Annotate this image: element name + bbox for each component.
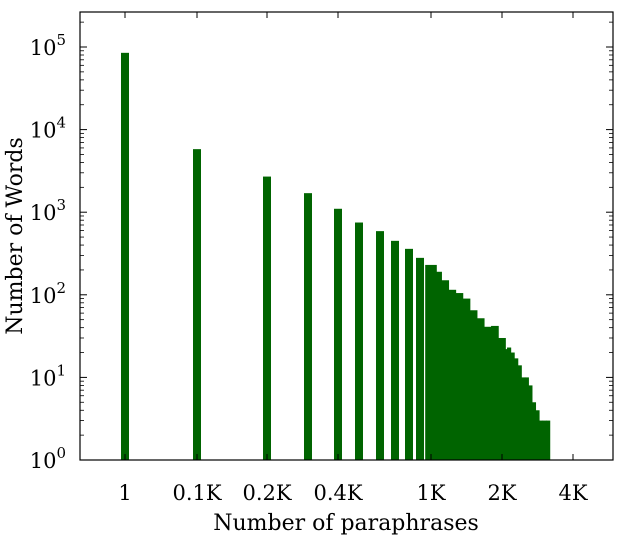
- x-tick-label: 2K: [487, 481, 516, 505]
- bars-layer: [121, 52, 551, 460]
- bar: [507, 347, 512, 460]
- bar: [376, 231, 384, 460]
- bar: [448, 289, 457, 460]
- bar: [542, 420, 547, 460]
- ticks-layer: [80, 12, 613, 461]
- x-tick-label: 4K: [558, 481, 587, 505]
- bar: [304, 193, 312, 460]
- x-tick-label: 1: [118, 481, 131, 505]
- x-tick-labels: 1 0.1K 0.2K 0.4K 1K 2K 4K: [118, 481, 588, 505]
- bar: [462, 298, 471, 460]
- y-tick-label: 102: [30, 279, 66, 308]
- x-tick-label: 0.2K: [242, 481, 291, 505]
- bar: [455, 293, 464, 460]
- y-tick-label: 105: [30, 31, 66, 60]
- bar: [434, 271, 442, 460]
- x-tick-label: 0.4K: [313, 481, 362, 505]
- bar: [121, 52, 129, 460]
- plot-frame: [79, 11, 614, 461]
- bar: [517, 365, 522, 460]
- bar: [524, 377, 529, 460]
- y-tick-label: 103: [30, 196, 66, 225]
- x-tick-label: 0.1K: [172, 481, 221, 505]
- bar: [416, 257, 424, 460]
- y-axis-label: Number of Words: [3, 137, 28, 335]
- y-tick-label: 104: [30, 114, 66, 143]
- bar: [491, 325, 499, 460]
- bar: [441, 280, 450, 460]
- bar: [498, 337, 506, 460]
- bar: [546, 420, 551, 460]
- bar: [355, 222, 363, 460]
- bar: [391, 240, 399, 460]
- y-tick-label: 101: [30, 361, 66, 390]
- bar: [263, 176, 271, 460]
- bar: [528, 385, 533, 460]
- bar: [193, 149, 201, 460]
- x-tick-label: 1K: [416, 481, 445, 505]
- bar: [535, 410, 540, 460]
- bar: [521, 377, 526, 460]
- bar: [334, 208, 342, 460]
- y-tick-labels: 100 101 102 103 104 105: [30, 31, 66, 473]
- x-axis-label: Number of paraphrases: [213, 511, 479, 536]
- bar: [531, 402, 537, 460]
- bar: [476, 318, 485, 460]
- bar: [514, 358, 519, 460]
- bar: [425, 264, 437, 460]
- bar: [510, 352, 515, 460]
- bar: [503, 349, 508, 460]
- bar: [469, 310, 478, 460]
- y-tick-label: 100: [30, 444, 66, 473]
- bar: [405, 248, 413, 460]
- bar: [483, 326, 492, 460]
- bar: [538, 420, 544, 460]
